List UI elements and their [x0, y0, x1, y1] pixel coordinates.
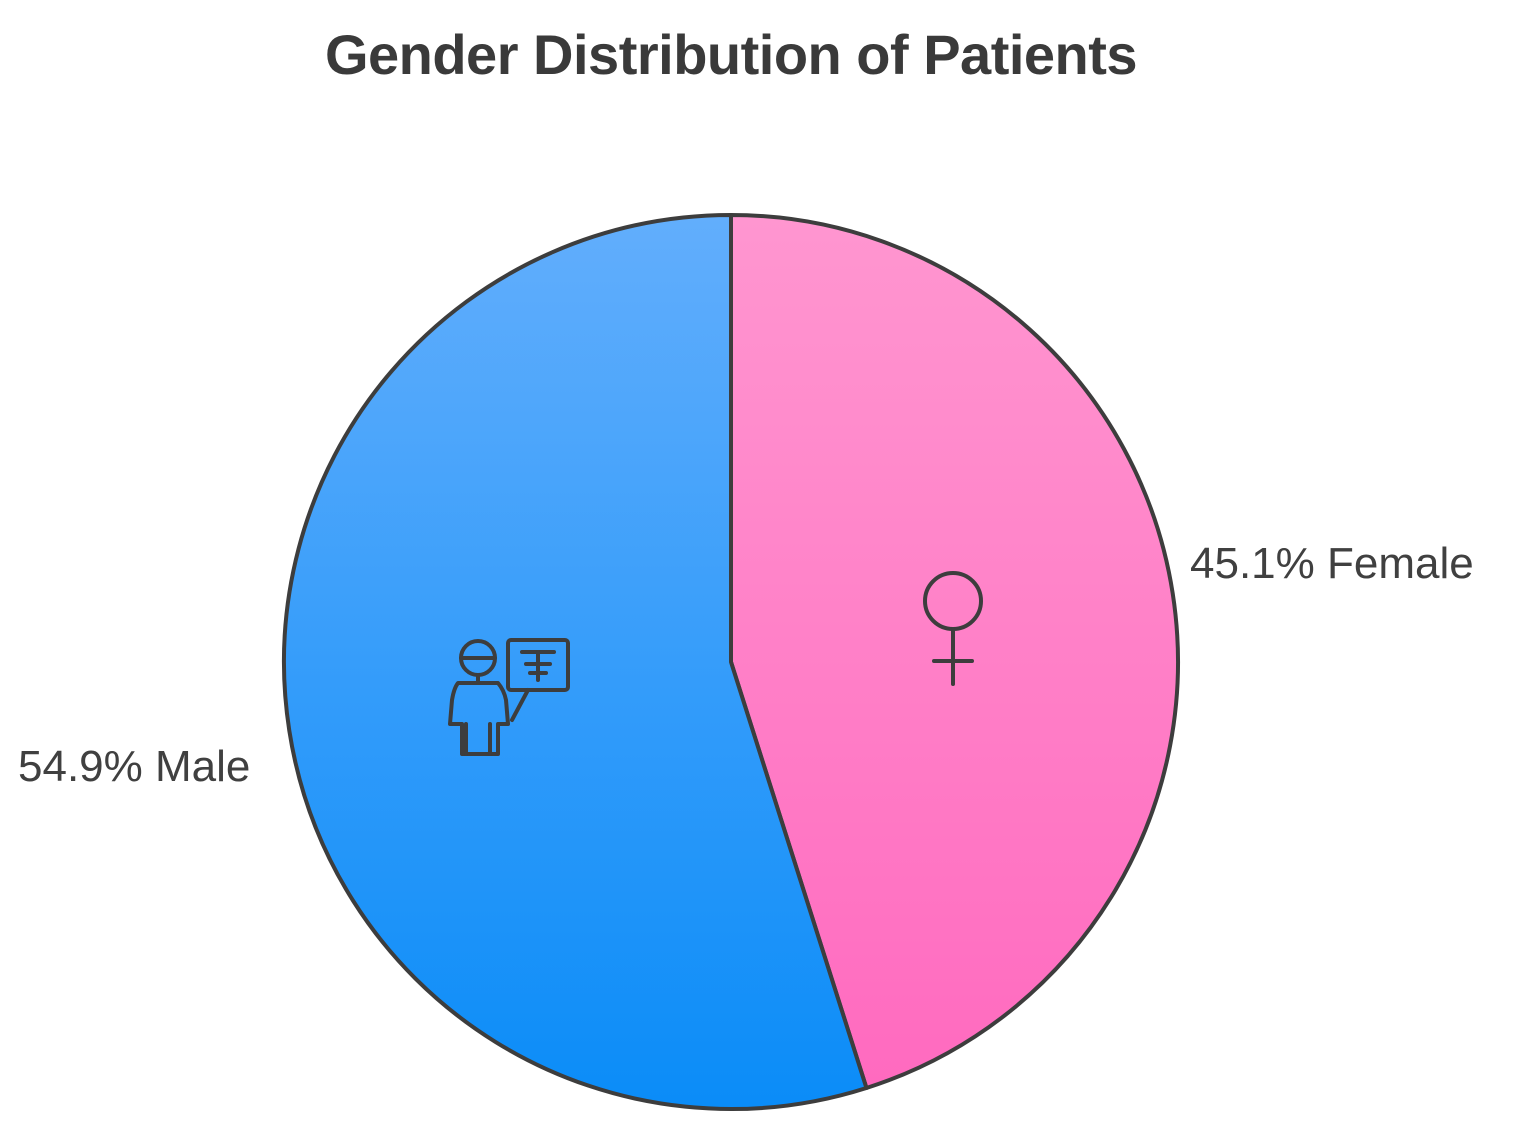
chart-title: Gender Distribution of Patients: [324, 23, 1138, 86]
pie-slice-male: [281, 213, 869, 1111]
slice-label-female: 45.1% Female: [1190, 539, 1474, 588]
male-patient-xray-icon: [448, 638, 570, 756]
pie-slices: [281, 213, 1180, 1111]
slice-label-male: 54.9% Male: [18, 742, 250, 791]
female-symbol-icon: [923, 571, 983, 686]
